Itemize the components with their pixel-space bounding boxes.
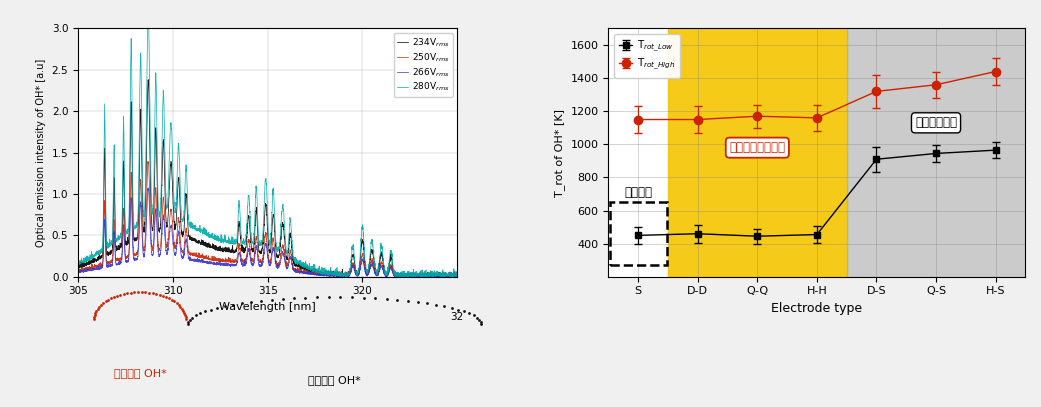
280V$_{rms}$ bbox=[116, 232, 128, 236]
Line: 280V$_{rms}$: 280V$_{rms}$ bbox=[78, 12, 457, 277]
266V$_{rms}$ bbox=[143, 186, 155, 190]
234V$_{rms}$ bbox=[393, 274, 406, 279]
Y-axis label: T_rot of OH* [K]: T_rot of OH* [K] bbox=[554, 109, 565, 197]
Bar bbox=[846, 28, 1041, 277]
Text: 표면생성 OH*: 표면생성 OH* bbox=[308, 375, 361, 385]
266V$_{rms}$ bbox=[218, 263, 230, 268]
250V$_{rms}$ bbox=[339, 274, 352, 279]
266V$_{rms}$ bbox=[116, 260, 128, 265]
280V$_{rms}$ bbox=[403, 272, 415, 277]
266V$_{rms}$ bbox=[451, 272, 463, 277]
Y-axis label: Optical emission intensity of OH* [a.u]: Optical emission intensity of OH* [a.u] bbox=[36, 59, 46, 247]
Legend: T$_{rot\_Low}$, T$_{rot\_High}$: T$_{rot\_Low}$, T$_{rot\_High}$ bbox=[613, 34, 681, 78]
266V$_{rms}$ bbox=[72, 268, 84, 273]
234V$_{rms}$ bbox=[234, 229, 247, 234]
280V$_{rms}$ bbox=[137, 214, 150, 219]
234V$_{rms}$ bbox=[451, 270, 463, 275]
280V$_{rms}$ bbox=[218, 241, 230, 245]
250V$_{rms}$ bbox=[451, 274, 463, 278]
Line: 234V$_{rms}$: 234V$_{rms}$ bbox=[78, 80, 457, 277]
280V$_{rms}$ bbox=[391, 274, 404, 279]
Line: 266V$_{rms}$: 266V$_{rms}$ bbox=[78, 188, 457, 277]
234V$_{rms}$ bbox=[137, 228, 150, 233]
266V$_{rms}$ bbox=[403, 274, 415, 279]
234V$_{rms}$ bbox=[443, 269, 456, 274]
250V$_{rms}$ bbox=[443, 272, 456, 277]
X-axis label: Electrode type: Electrode type bbox=[771, 302, 862, 315]
Text: 공간생성 OH*: 공간생성 OH* bbox=[113, 368, 167, 378]
250V$_{rms}$ bbox=[403, 272, 415, 277]
250V$_{rms}$ bbox=[72, 267, 84, 272]
266V$_{rms}$ bbox=[234, 253, 247, 258]
X-axis label: Wavelength [nm]: Wavelength [nm] bbox=[220, 302, 316, 312]
234V$_{rms}$ bbox=[72, 265, 84, 270]
266V$_{rms}$ bbox=[137, 252, 150, 256]
Legend: 234V$_{rms}$, 250V$_{rms}$, 266V$_{rms}$, 280V$_{rms}$: 234V$_{rms}$, 250V$_{rms}$, 266V$_{rms}$… bbox=[393, 33, 453, 97]
Bar bbox=[610, 202, 667, 265]
234V$_{rms}$ bbox=[218, 248, 230, 253]
Bar bbox=[668, 28, 846, 277]
Text: 표면수분분해구조: 표면수분분해구조 bbox=[730, 141, 785, 154]
266V$_{rms}$ bbox=[389, 274, 402, 279]
280V$_{rms}$ bbox=[72, 260, 84, 265]
280V$_{rms}$ bbox=[443, 272, 456, 277]
266V$_{rms}$ bbox=[443, 274, 456, 278]
Text: 32: 32 bbox=[451, 311, 464, 322]
Text: 단일전극: 단일전극 bbox=[625, 186, 652, 199]
Line: 250V$_{rms}$: 250V$_{rms}$ bbox=[78, 162, 457, 277]
280V$_{rms}$ bbox=[451, 272, 463, 277]
234V$_{rms}$ bbox=[116, 243, 128, 248]
250V$_{rms}$ bbox=[142, 159, 154, 164]
234V$_{rms}$ bbox=[403, 271, 415, 276]
Text: 전력증대구조: 전력증대구조 bbox=[915, 116, 957, 129]
250V$_{rms}$ bbox=[218, 258, 230, 263]
280V$_{rms}$ bbox=[234, 211, 247, 216]
280V$_{rms}$ bbox=[142, 9, 154, 14]
250V$_{rms}$ bbox=[234, 247, 247, 252]
234V$_{rms}$ bbox=[143, 77, 155, 82]
250V$_{rms}$ bbox=[137, 249, 150, 254]
250V$_{rms}$ bbox=[116, 256, 128, 260]
